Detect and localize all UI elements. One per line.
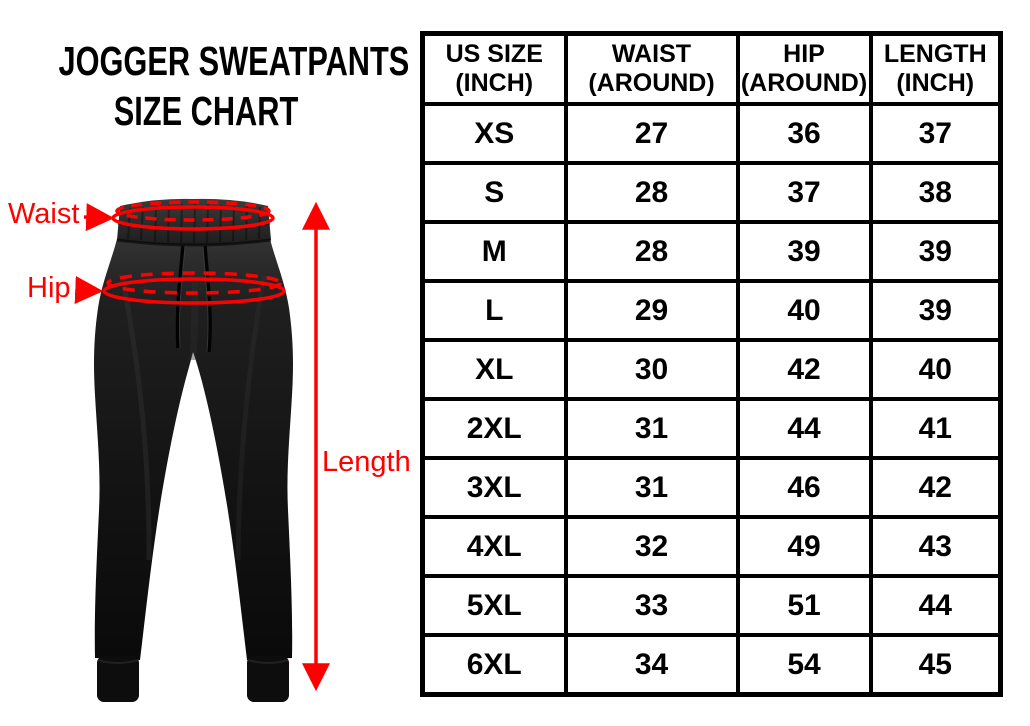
hip-ellipse-dashed (106, 271, 282, 295)
measurement-annotations (74, 200, 330, 692)
jogger-sweatpants-illustration (74, 198, 330, 702)
hip-label: Hip (27, 272, 71, 304)
cell-size: XS (420, 102, 568, 165)
cell-waist: 30 (563, 338, 740, 401)
cell-length: 41 (868, 397, 1003, 460)
cell-length: 38 (868, 161, 1003, 224)
length-label: Length (322, 446, 411, 478)
page-title-line2: SIZE CHART (113, 88, 299, 134)
cell-size: 2XL (420, 397, 568, 460)
col-header-length-line2: (INCH) (896, 69, 975, 97)
col-header-us-size-line2: (INCH) (455, 69, 534, 97)
table-row-5xl: 5XL 33 51 44 (420, 574, 1003, 637)
cell-hip: 44 (735, 397, 873, 460)
cell-waist: 31 (563, 456, 740, 519)
drawstring-left-sheen (178, 245, 186, 349)
table-row-xs: XS 27 36 37 (420, 102, 1003, 165)
cell-size: 6XL (420, 633, 568, 697)
waist-pointer-arrow (83, 203, 115, 232)
cell-hip: 49 (735, 515, 873, 578)
col-header-waist-line1: WAIST (611, 40, 692, 68)
table-row-m: M 28 39 39 (420, 220, 1003, 283)
waistband (117, 198, 271, 245)
cuff-left (97, 656, 139, 702)
cell-waist: 33 (563, 574, 740, 637)
waistband-bottom-shadow (116, 238, 272, 247)
cell-waist: 28 (563, 161, 740, 224)
fold-highlight-center (189, 254, 199, 361)
table-row-l: L 29 40 39 (420, 279, 1003, 342)
cell-hip: 39 (735, 220, 873, 283)
table-row-xl: XL 30 42 40 (420, 338, 1003, 401)
col-header-us-size-line1: US SIZE (445, 40, 543, 68)
cell-hip: 46 (735, 456, 873, 519)
page-title-line1: JOGGER SWEATPANTS (58, 38, 410, 84)
cell-length: 43 (868, 515, 1003, 578)
cell-waist: 34 (563, 633, 740, 697)
cell-hip: 36 (735, 102, 873, 165)
pants-shape (94, 198, 293, 702)
col-header-length-line1: LENGTH (883, 40, 987, 68)
table-row-3xl: 3XL 31 46 42 (420, 456, 1003, 519)
fold-highlight-right (235, 274, 267, 561)
cell-size: XL (420, 338, 568, 401)
cell-length: 40 (868, 338, 1003, 401)
cell-hip: 54 (735, 633, 873, 697)
hip-ellipse-solid (102, 277, 286, 305)
table-row-2xl: 2XL 31 44 41 (420, 397, 1003, 460)
col-header-hip-line2: (AROUND) (740, 69, 868, 97)
table-row-4xl: 4XL 32 49 43 (420, 515, 1003, 578)
drawstring-left (175, 245, 185, 349)
cell-hip: 40 (735, 279, 873, 342)
cell-size: 4XL (420, 515, 568, 578)
cell-hip: 51 (735, 574, 873, 637)
fold-highlight-left (119, 274, 152, 561)
cell-waist: 32 (563, 515, 740, 578)
drawstring-right-sheen (202, 245, 209, 353)
cell-size: S (420, 161, 568, 224)
col-header-waist-line2: (AROUND) (588, 69, 715, 97)
cell-hip: 42 (735, 338, 873, 401)
cell-size: L (420, 279, 568, 342)
cell-length: 44 (868, 574, 1003, 637)
header-row: US SIZE (INCH) WAIST (AROUND) HIP (AROUN… (420, 31, 1003, 106)
pants-body (94, 239, 293, 660)
col-header-length: LENGTH (INCH) (868, 31, 1003, 106)
table-row-s: S 28 37 38 (420, 161, 1003, 224)
col-header-hip: HIP (AROUND) (735, 31, 873, 106)
page-title: JOGGER SWEATPANTS SIZE CHART (0, 36, 412, 136)
cuff-top-shadows (97, 659, 289, 664)
waist-ellipse-dashed (115, 200, 271, 222)
col-header-hip-line1: HIP (783, 40, 825, 68)
cell-length: 39 (868, 220, 1003, 283)
cell-length: 39 (868, 279, 1003, 342)
cell-waist: 28 (563, 220, 740, 283)
col-header-waist: WAIST (AROUND) (563, 31, 740, 106)
cell-size: 5XL (420, 574, 568, 637)
cell-waist: 29 (563, 279, 740, 342)
drawstring-right (203, 245, 212, 353)
cell-hip: 37 (735, 161, 873, 224)
cell-size: 3XL (420, 456, 568, 519)
cuff-right (247, 656, 289, 702)
cell-waist: 31 (563, 397, 740, 460)
table-row-6xl: 6XL 34 54 45 (420, 633, 1003, 697)
size-chart-table: US SIZE (INCH) WAIST (AROUND) HIP (AROUN… (420, 31, 1003, 697)
cell-length: 45 (868, 633, 1003, 697)
cell-waist: 27 (563, 102, 740, 165)
cell-length: 42 (868, 456, 1003, 519)
waist-label: Waist (8, 198, 80, 230)
col-header-us-size: US SIZE (INCH) (420, 31, 568, 106)
hip-pointer-arrow (74, 275, 104, 304)
cell-size: M (420, 220, 568, 283)
cell-length: 37 (868, 102, 1003, 165)
